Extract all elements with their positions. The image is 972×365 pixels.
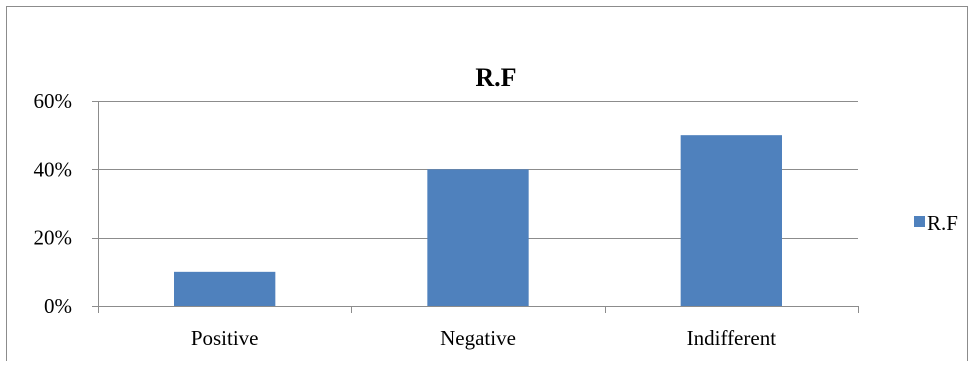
bar-negative bbox=[427, 169, 529, 306]
bars bbox=[174, 135, 782, 306]
y-tick-label: 20% bbox=[34, 226, 73, 250]
x-category-label: Negative bbox=[440, 326, 516, 350]
y-axis-tick-labels: 0% 20% 40% 60% bbox=[34, 89, 73, 318]
x-category-label: Indifferent bbox=[687, 326, 777, 350]
axes bbox=[92, 101, 859, 313]
y-tick-label: 40% bbox=[34, 157, 73, 181]
x-axis-category-labels: Positive Negative Indifferent bbox=[191, 326, 776, 350]
legend-entry-label: R.F bbox=[927, 211, 958, 235]
y-tick-label: 60% bbox=[34, 89, 73, 113]
x-category-label: Positive bbox=[191, 326, 259, 350]
bar-positive bbox=[174, 271, 276, 306]
legend: R.F bbox=[914, 211, 958, 235]
legend-swatch bbox=[914, 216, 925, 227]
chart-title: R.F bbox=[475, 63, 516, 92]
y-tick-label: 0% bbox=[44, 294, 72, 318]
bar-indifferent bbox=[680, 135, 782, 306]
